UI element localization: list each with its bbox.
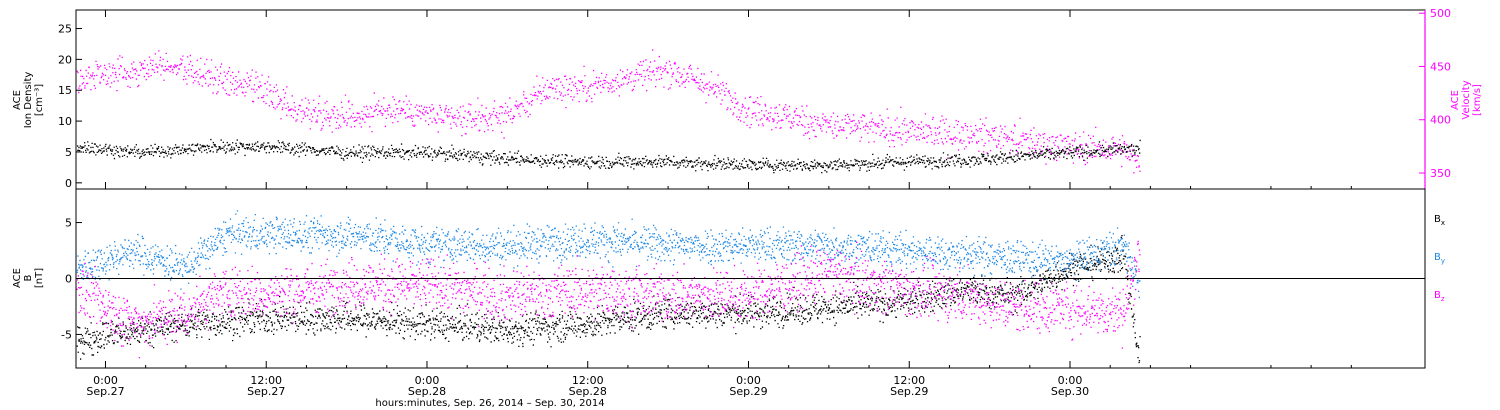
density-points: [77, 138, 1141, 174]
x-tick-time: 0:00: [93, 374, 118, 387]
series-velocity: [76, 49, 1141, 174]
x-tick-date: Sep.28: [569, 385, 607, 398]
x-tick-date: Sep.28: [408, 385, 446, 398]
x-tick-date: Sep.27: [247, 385, 285, 398]
b-axis-title-line: [nT]: [34, 268, 45, 288]
density-axis-title-line: ACE: [12, 90, 23, 110]
x-tick-date: Sep.29: [729, 385, 767, 398]
density-axis-title: ACE Ion Density [cm⁻³]: [12, 72, 45, 129]
legend-entry-bz: Bz: [1434, 290, 1445, 303]
b-tick-label: 5: [65, 217, 72, 230]
density-tick-label: 5: [65, 146, 72, 159]
x-tick-time: 12:00: [893, 374, 925, 387]
velocity-tick-label: 400: [1430, 114, 1451, 127]
velocity-axis-title-line: ACE: [1450, 90, 1461, 110]
velocity-tick-label: 350: [1430, 167, 1451, 180]
x-axis-title: hours:minutes, Sep. 26, 2014 – Sep. 30, …: [375, 398, 604, 409]
density-tick-label: 20: [58, 53, 72, 66]
series-by: [76, 210, 1141, 299]
b-tick-label: 0: [65, 273, 72, 286]
b-axis-title-line: B: [23, 274, 34, 281]
x-tick-time: 0:00: [736, 374, 761, 387]
legend-entry-by: By: [1434, 252, 1445, 265]
x-tick-date: Sep.30: [1051, 385, 1089, 398]
legend-entry-bx: Bx: [1434, 214, 1445, 227]
x-axis: 0:00Sep.2712:00Sep.270:00Sep.2812:00Sep.…: [86, 10, 1352, 398]
bottom-panel: -5 0 5 ACE B [nT] Bx By Bz: [12, 188, 1445, 369]
velocity-tick-label: 450: [1430, 60, 1451, 73]
x-tick-date: Sep.29: [890, 385, 928, 398]
velocity-axis-title-line: [km/s]: [1472, 84, 1483, 116]
b-axis-title-line: ACE: [12, 268, 23, 288]
by-points: [76, 210, 1141, 299]
b-tick-label: -5: [61, 328, 72, 341]
x-tick-date: Sep.27: [86, 385, 124, 398]
velocity-axis-title: ACE Velocity [km/s]: [1450, 80, 1483, 119]
top-plot-frame: [75, 9, 1426, 190]
density-axis-title-line: [cm⁻³]: [34, 84, 45, 116]
x-tick-time: 0:00: [1058, 374, 1083, 387]
series-bx: [76, 235, 1141, 364]
velocity-points: [76, 49, 1141, 174]
bx-points: [76, 235, 1141, 364]
x-tick-time: 12:00: [572, 374, 604, 387]
b-legend: Bx By Bz: [1434, 214, 1445, 303]
velocity-tick-label: 500: [1430, 7, 1451, 20]
density-tick-label: 15: [58, 84, 72, 97]
b-axis-title: ACE B [nT]: [12, 268, 45, 288]
velocity-axis-title-line: Velocity: [1461, 80, 1472, 119]
x-tick-time: 0:00: [415, 374, 440, 387]
density-tick-label: 25: [58, 23, 72, 36]
density-tick-label: 0: [65, 177, 72, 190]
density-axis-title-line: Ion Density: [23, 72, 34, 129]
series-density: [77, 138, 1141, 174]
density-tick-label: 10: [58, 115, 72, 128]
x-tick-time: 12:00: [250, 374, 282, 387]
